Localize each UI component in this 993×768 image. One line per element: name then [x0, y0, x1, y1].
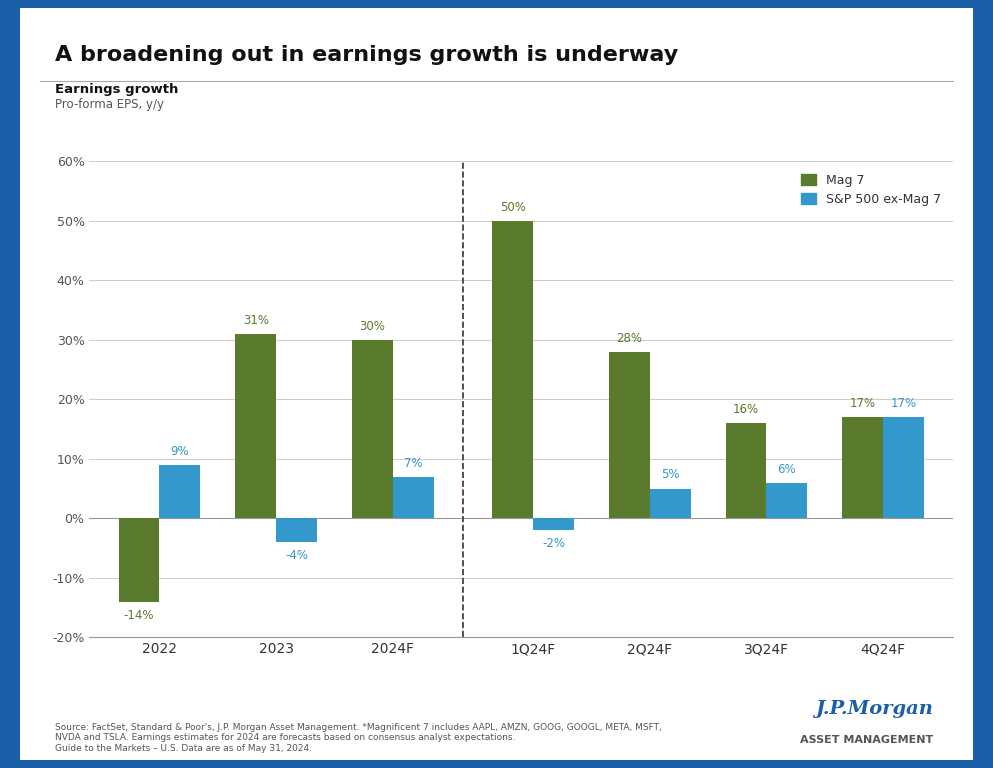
Bar [649, 488, 690, 518]
Bar [767, 483, 807, 518]
Bar [842, 417, 883, 518]
Bar [533, 518, 574, 530]
Text: 50%: 50% [499, 200, 525, 214]
Bar [493, 221, 533, 518]
Bar [160, 465, 201, 518]
Text: 28%: 28% [617, 332, 642, 345]
Text: Pro-forma EPS, y/y: Pro-forma EPS, y/y [55, 98, 164, 111]
Text: ASSET MANAGEMENT: ASSET MANAGEMENT [800, 735, 933, 745]
Text: J.P.Morgan: J.P.Morgan [815, 700, 933, 718]
Text: -4%: -4% [285, 549, 308, 562]
Text: 6%: 6% [778, 462, 796, 475]
Text: 9%: 9% [171, 445, 189, 458]
Text: 16%: 16% [733, 403, 759, 416]
Text: Source: FactSet, Standard & Poor's, J.P. Morgan Asset Management. *Magnificent 7: Source: FactSet, Standard & Poor's, J.P.… [55, 723, 661, 753]
Text: -14%: -14% [124, 609, 154, 622]
Text: Earnings growth: Earnings growth [55, 83, 178, 96]
Bar [353, 339, 393, 518]
Bar [276, 518, 317, 542]
Bar [726, 423, 767, 518]
Text: 17%: 17% [891, 397, 917, 410]
Bar [235, 334, 276, 518]
Text: A broadening out in earnings growth is underway: A broadening out in earnings growth is u… [55, 45, 678, 65]
Text: -2%: -2% [542, 538, 565, 551]
Bar [393, 477, 434, 518]
Bar [883, 417, 924, 518]
Text: 5%: 5% [661, 468, 679, 482]
Bar [609, 352, 649, 518]
Text: 31%: 31% [242, 314, 269, 326]
Text: 30%: 30% [359, 319, 385, 333]
Text: 7%: 7% [404, 457, 423, 469]
Text: 17%: 17% [850, 397, 876, 410]
Legend: Mag 7, S&P 500 ex-Mag 7: Mag 7, S&P 500 ex-Mag 7 [794, 167, 947, 212]
Bar [118, 518, 160, 602]
